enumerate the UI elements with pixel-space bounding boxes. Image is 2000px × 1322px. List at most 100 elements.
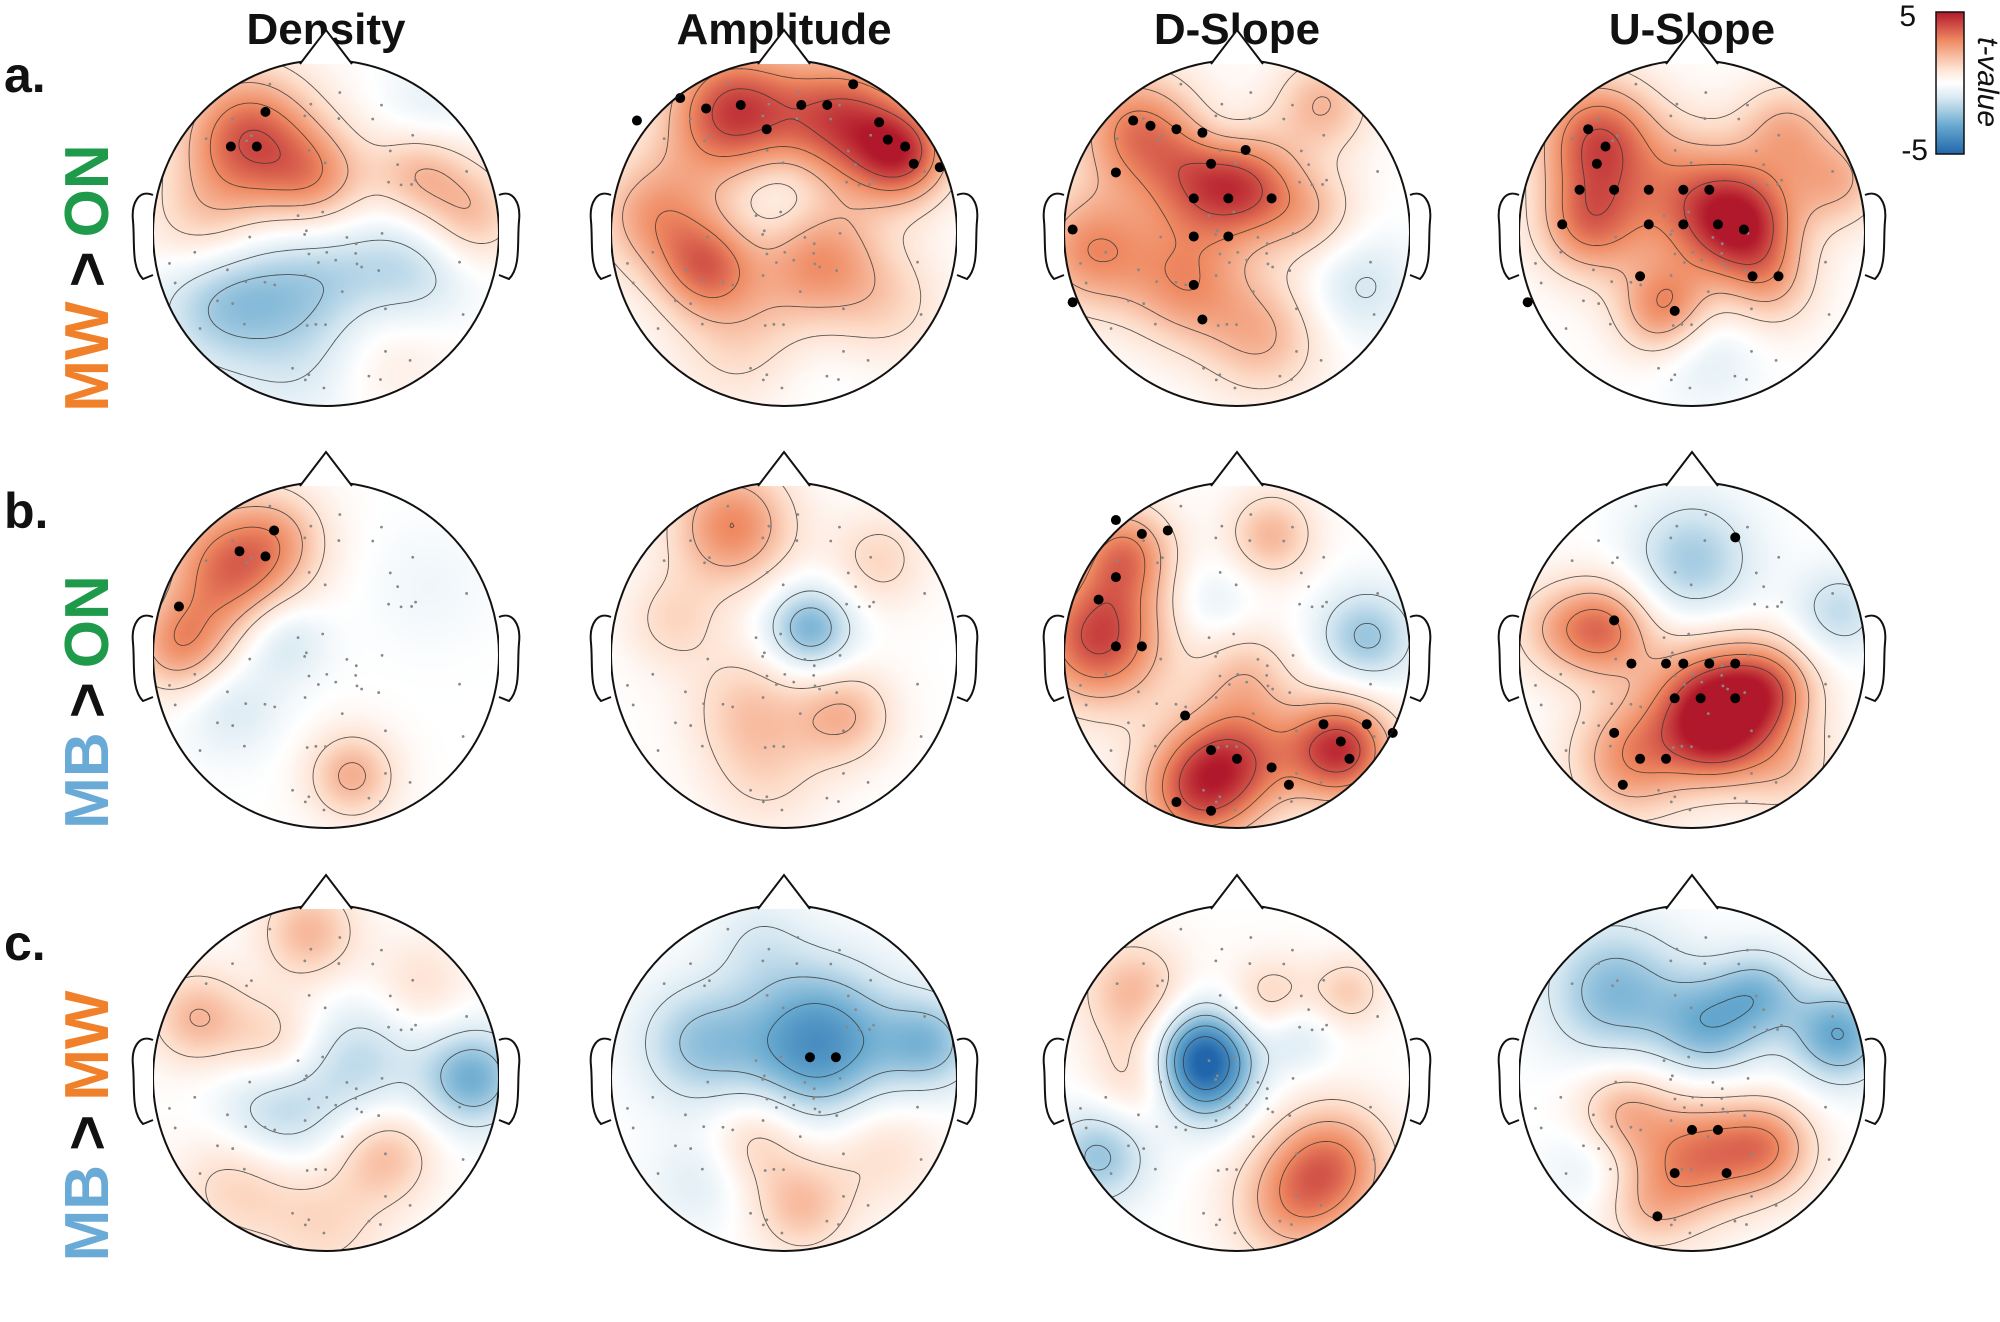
electrode xyxy=(1750,771,1753,775)
electrode xyxy=(1325,1023,1328,1027)
electrode xyxy=(337,117,341,120)
electrode xyxy=(1214,655,1218,658)
electrode xyxy=(1669,1223,1673,1227)
electrode xyxy=(762,1074,766,1078)
electrode xyxy=(380,948,383,952)
significant-electrode xyxy=(1635,753,1646,764)
electrode xyxy=(1534,261,1537,265)
electrode xyxy=(379,378,382,381)
electrode xyxy=(1214,1078,1218,1081)
electrode xyxy=(1616,134,1619,138)
electrode xyxy=(1234,161,1238,165)
electrode xyxy=(1319,780,1323,784)
map-a-u-slope xyxy=(1497,28,1887,407)
electrode xyxy=(813,1107,817,1111)
electrode xyxy=(1084,703,1088,707)
electrode xyxy=(1321,605,1324,608)
electrode xyxy=(721,1125,725,1129)
electrode xyxy=(726,504,730,508)
electrode xyxy=(1669,274,1673,277)
significant-electrode xyxy=(1609,727,1620,738)
electrode xyxy=(749,788,752,792)
electrode xyxy=(354,1087,358,1091)
electrode xyxy=(1673,1097,1677,1101)
map-a-d-slope xyxy=(1042,28,1432,407)
electrode xyxy=(796,513,800,516)
left-ear xyxy=(589,192,612,281)
electrode xyxy=(1282,962,1286,966)
electrode xyxy=(825,374,829,378)
electrode xyxy=(458,682,461,686)
electrode xyxy=(1271,1110,1275,1114)
colorbar-max-label: 5 xyxy=(1899,0,1916,33)
significant-electrode xyxy=(882,134,893,145)
electrode xyxy=(706,235,710,239)
electrode xyxy=(1109,327,1113,330)
right-ear xyxy=(1409,614,1432,703)
electrode xyxy=(868,183,871,186)
electrode xyxy=(1104,672,1108,676)
electrode xyxy=(263,702,267,706)
electrode xyxy=(304,229,308,233)
electrode xyxy=(1662,636,1666,639)
electrode xyxy=(1611,139,1614,143)
electrode xyxy=(1137,690,1140,694)
electrode xyxy=(1570,982,1574,985)
electrode xyxy=(1720,664,1724,668)
electrode xyxy=(866,1203,870,1207)
nose xyxy=(757,450,811,487)
electrode xyxy=(340,1135,344,1139)
electrode xyxy=(1700,1103,1704,1107)
electrode xyxy=(226,268,229,272)
electrode xyxy=(1265,664,1269,668)
electrode xyxy=(1249,91,1253,94)
electrode xyxy=(1765,605,1769,609)
electrode xyxy=(754,214,758,217)
electrode xyxy=(307,795,311,799)
electrode xyxy=(1233,808,1237,812)
electrode xyxy=(1737,962,1741,966)
electrode xyxy=(268,504,272,508)
significant-electrode xyxy=(1206,745,1217,756)
electrode xyxy=(1689,1006,1693,1010)
electrode xyxy=(371,962,375,966)
electrode xyxy=(244,280,248,284)
electrode xyxy=(216,299,219,303)
electrode xyxy=(1291,654,1295,657)
significant-electrode xyxy=(1188,279,1199,290)
electrode xyxy=(1215,229,1219,233)
electrode xyxy=(651,672,655,676)
electrode xyxy=(813,684,817,688)
electrode xyxy=(1245,258,1249,262)
electrode xyxy=(1765,1028,1769,1032)
electrode xyxy=(1310,1028,1314,1032)
electrode xyxy=(360,687,364,691)
row-letter-a: a. xyxy=(4,47,46,103)
electrode xyxy=(1214,233,1218,236)
electrode xyxy=(411,555,415,559)
significant-electrode xyxy=(900,141,911,152)
electrode xyxy=(303,1119,307,1122)
electrode xyxy=(307,373,311,377)
electrode xyxy=(325,672,329,676)
electrode xyxy=(1295,1152,1298,1156)
electrode xyxy=(795,962,799,965)
electrode xyxy=(307,148,311,152)
electrode xyxy=(307,674,311,678)
electrode xyxy=(763,324,767,327)
electrode xyxy=(1322,978,1326,982)
significant-electrode xyxy=(735,99,746,110)
electrode xyxy=(838,654,842,657)
right-ear xyxy=(956,192,979,281)
electrode xyxy=(1750,307,1753,311)
electrode xyxy=(866,358,870,362)
electrode xyxy=(674,1144,677,1148)
electrode xyxy=(812,251,816,255)
electrode xyxy=(273,1128,277,1132)
electrode xyxy=(1155,1125,1159,1129)
electrode xyxy=(689,117,692,121)
electrode xyxy=(384,729,387,733)
electrode xyxy=(345,236,349,239)
electrode xyxy=(700,1167,704,1171)
electrode xyxy=(384,349,387,353)
